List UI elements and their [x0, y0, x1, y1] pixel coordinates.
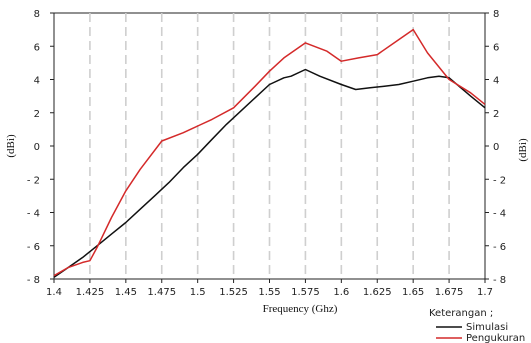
y-tick-label-right: 8 — [493, 9, 499, 20]
y-tick-label-left: - 2 — [27, 175, 40, 186]
y-axis-left-ticks: 8 6 4 2 0 - 2 - 4 - 6 - 8 — [27, 9, 54, 286]
x-tick-label: 1.575 — [291, 287, 320, 298]
x-tick-label: 1.65 — [402, 287, 424, 298]
y-tick-label-left: 4 — [34, 76, 40, 87]
x-axis-ticks: 1.4 1.425 1.45 1.475 1.5 1.525 1.55 1.575 1.6 1.6… — [46, 279, 493, 298]
y-axis-right-ticks: 8 6 4 2 0 - 2 - 4 - 6 - 8 — [485, 9, 506, 286]
y-tick-label-left: - 8 — [27, 275, 40, 286]
legend-label-pengukuran: Pengukuran — [466, 333, 525, 343]
x-tick-label: 1.6 — [333, 287, 349, 298]
x-tick-label: 1.45 — [115, 287, 137, 298]
y-tick-label-left: 8 — [34, 9, 40, 20]
y-tick-label-left: 2 — [34, 109, 40, 120]
x-tick-label: 1.55 — [258, 287, 280, 298]
x-tick-label: 1.7 — [477, 287, 493, 298]
series-line-pengukuran — [53, 28, 486, 277]
y-tick-label-right: 4 — [493, 76, 499, 87]
y-tick-label-right: 0 — [493, 142, 499, 153]
y-tick-label-left: 0 — [34, 142, 40, 153]
x-tick-label: 1.5 — [190, 287, 206, 298]
y-tick-label-right: - 8 — [493, 275, 506, 286]
x-tick-label: 1.4 — [46, 287, 62, 298]
y-tick-label-right: - 4 — [493, 209, 506, 220]
x-tick-label: 1.525 — [219, 287, 248, 298]
legend: Keterangan ; Simulasi Pengukuran — [429, 308, 525, 343]
x-tick-label: 1.675 — [435, 287, 464, 298]
x-tick-label: 1.425 — [76, 287, 105, 298]
y-axis-right-title: (dBi) — [517, 138, 529, 162]
legend-label-simulasi: Simulasi — [466, 322, 508, 333]
y-tick-label-left: 6 — [34, 42, 40, 53]
legend-title: Keterangan ; — [429, 308, 493, 319]
grid-lines — [89, 13, 450, 279]
y-tick-label-right: - 2 — [493, 175, 506, 186]
y-tick-label-right: 6 — [493, 42, 499, 53]
y-tick-label-left: - 6 — [27, 242, 40, 253]
y-axis-left-title: (dBi) — [5, 134, 17, 158]
x-axis-title: Frequency (Ghz) — [263, 303, 338, 315]
series-line-simulasi — [53, 68, 486, 278]
y-tick-label-right: - 6 — [493, 242, 506, 253]
x-tick-label: 1.475 — [147, 287, 176, 298]
x-tick-label: 1.625 — [363, 287, 392, 298]
series-lines — [53, 28, 486, 278]
y-tick-label-left: - 4 — [27, 209, 40, 220]
y-tick-label-right: 2 — [493, 109, 499, 120]
